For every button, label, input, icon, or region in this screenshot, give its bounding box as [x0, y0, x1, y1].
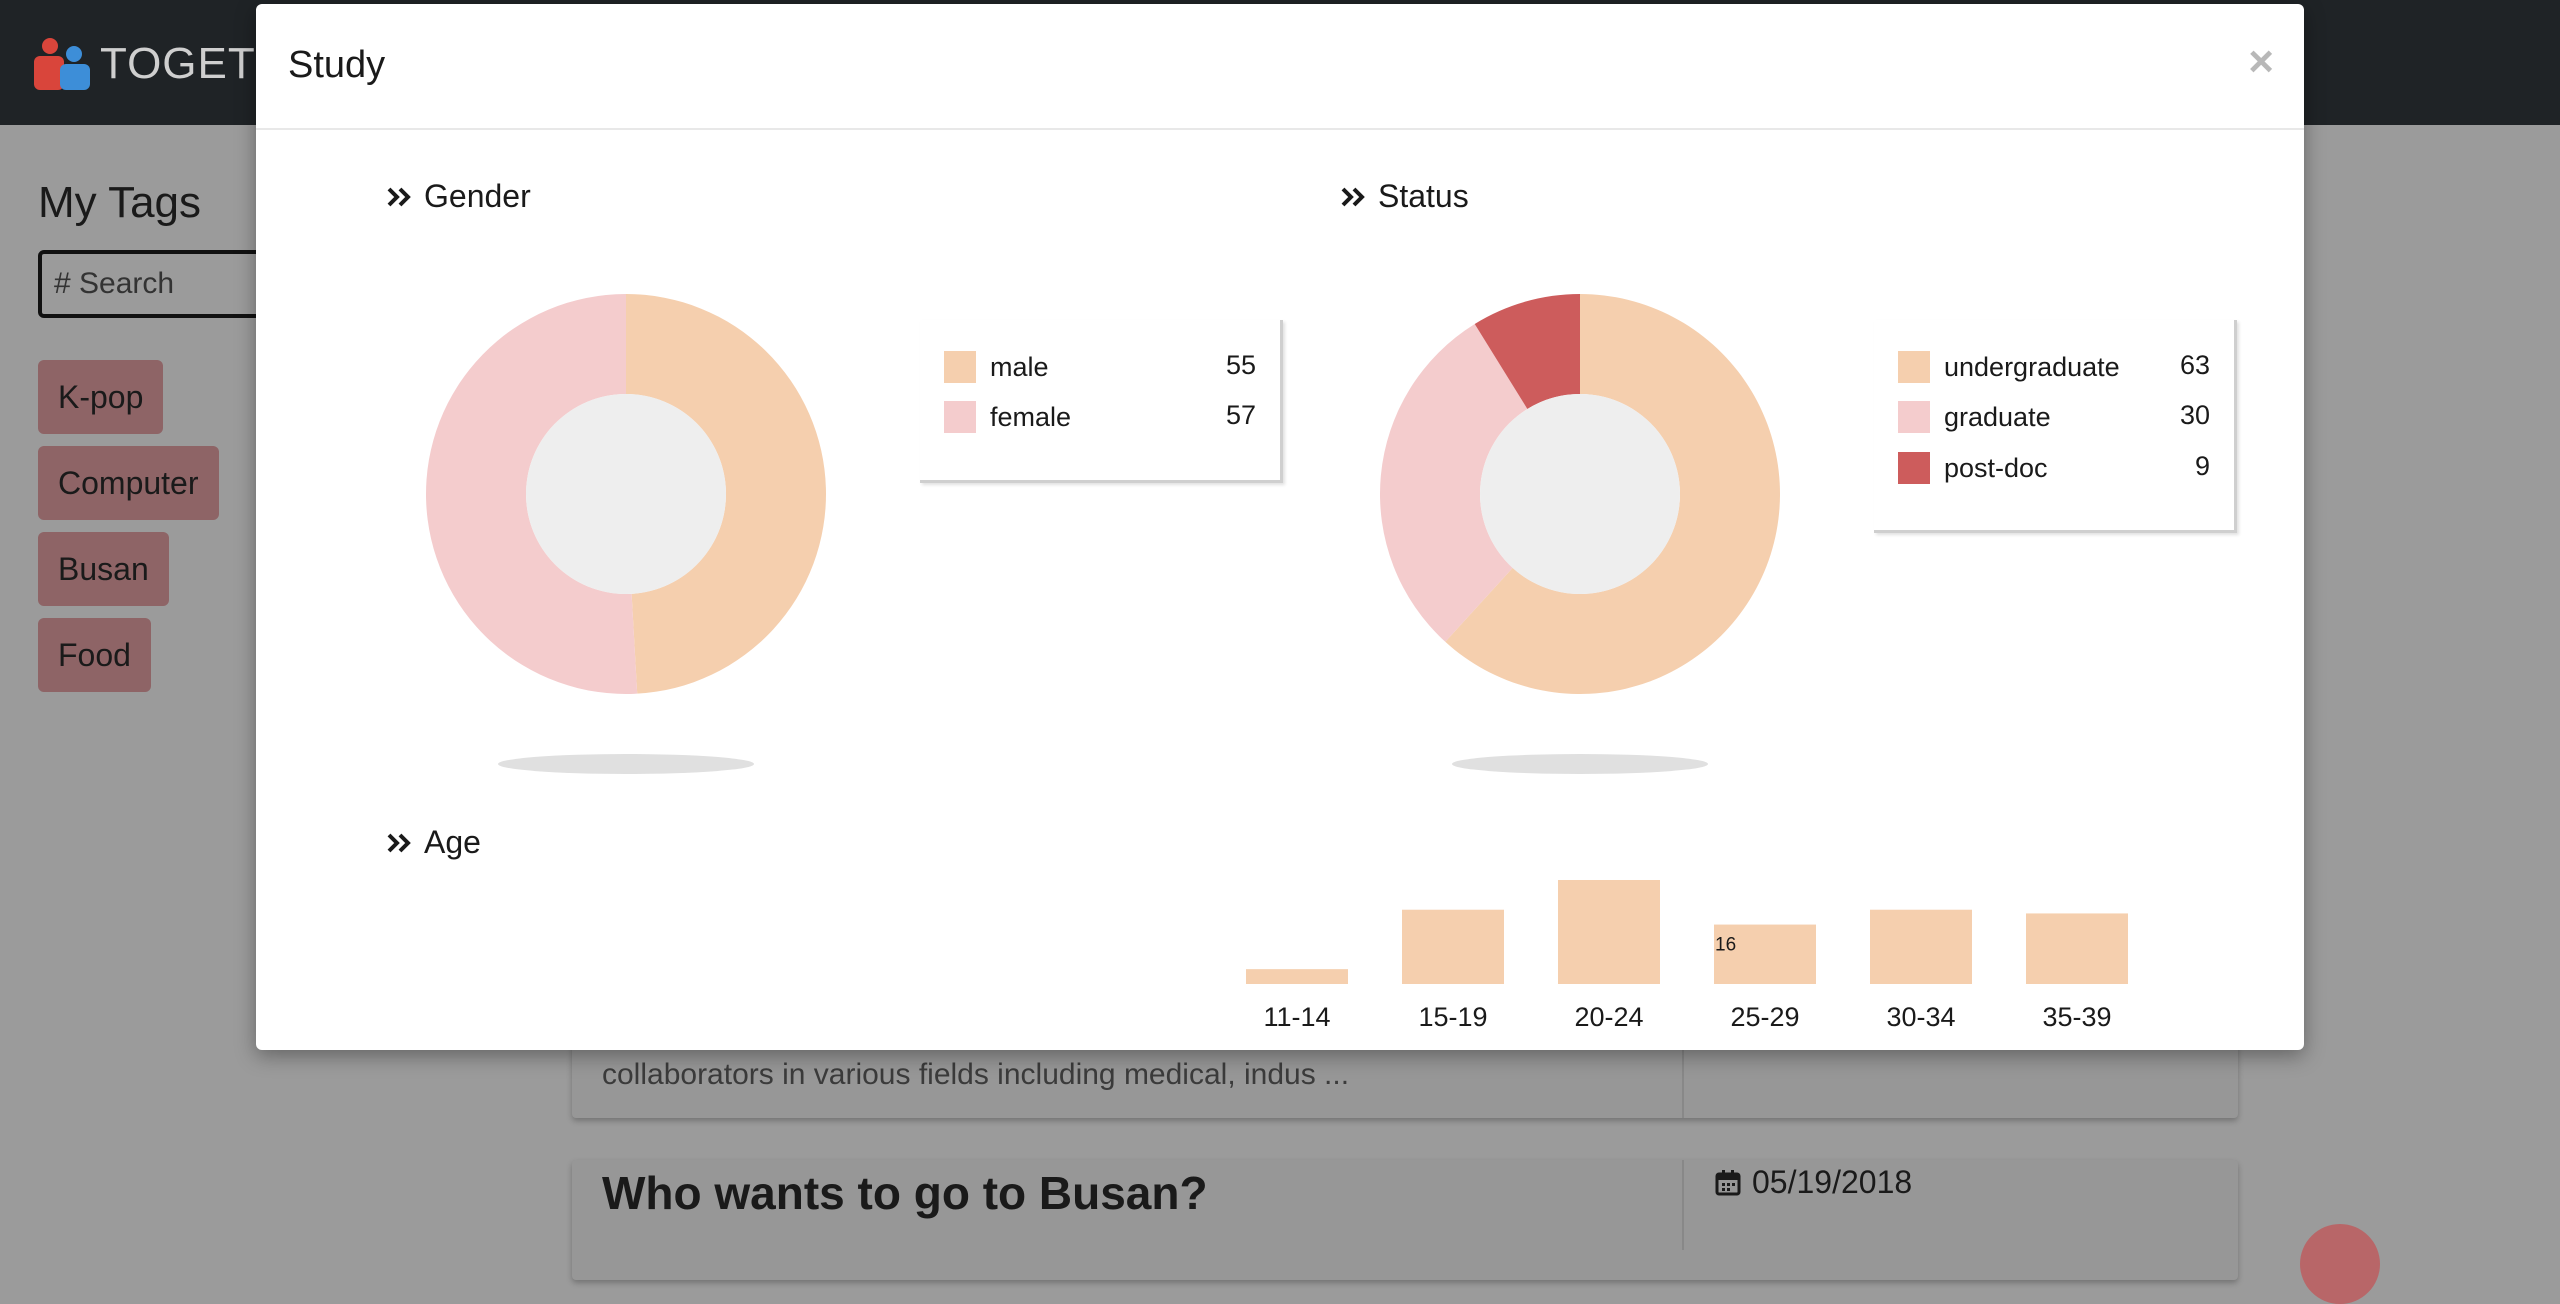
- gender-section-label: Gender: [386, 178, 531, 215]
- status-title: Status: [1378, 178, 1469, 214]
- gender-donut-chart: [426, 294, 826, 774]
- legend-item-post-doc: post-doc: [1898, 451, 2048, 485]
- tag-food[interactable]: Food: [38, 618, 151, 692]
- age-data-label: 16: [1715, 935, 1736, 956]
- status-section-label: Status: [1340, 178, 1469, 215]
- tag-computer[interactable]: Computer: [38, 446, 219, 520]
- status-slice-graduate[interactable]: [1380, 323, 1528, 642]
- legend-swatch: [1898, 401, 1930, 433]
- age-bar-35-39[interactable]: [2026, 913, 2128, 984]
- age-bar-30-34[interactable]: [1870, 909, 1972, 984]
- age-title: Age: [424, 824, 481, 860]
- brand-name: TOGET: [100, 39, 256, 88]
- legend-swatch: [944, 401, 976, 433]
- age-tick-label: 25-29: [1730, 1002, 1799, 1032]
- gender-hole: [526, 394, 726, 594]
- age-bar-11-14[interactable]: [1246, 969, 1348, 984]
- age-tick-label: 11-14: [1263, 1002, 1330, 1032]
- close-icon[interactable]: ×: [2248, 37, 2274, 86]
- modal-header: Study ×: [256, 4, 2304, 130]
- double-chevron-right-icon: [387, 833, 411, 852]
- legend-label: female: [990, 401, 1072, 432]
- legend-swatch: [1898, 351, 1930, 383]
- age-tick-label: 20-24: [1574, 1002, 1643, 1032]
- floating-action-button[interactable]: [2300, 1224, 2380, 1304]
- modal-title: Study: [288, 44, 386, 86]
- card-divider: [1682, 1040, 1684, 1118]
- legend-item-male: male: [944, 350, 1049, 384]
- gender-title: Gender: [424, 178, 531, 214]
- legend-value-male: 55: [1225, 350, 1256, 380]
- post-card-title[interactable]: Who wants to go to Busan?: [602, 1167, 1208, 1219]
- card-divider: [1682, 1160, 1684, 1250]
- gender-shadow: [498, 754, 754, 774]
- gender-slice-female[interactable]: [426, 294, 638, 694]
- legend-item-undergraduate: undergraduate: [1898, 350, 2120, 384]
- age-section-label: Age: [386, 824, 481, 861]
- study-modal: Study × Gender male 55 female 57 Status: [256, 4, 2304, 1050]
- legend-value-female: 57: [1225, 400, 1256, 430]
- status-slice-undergraduate[interactable]: [1445, 294, 1780, 694]
- age-tick-label: 30-34: [1886, 1002, 1955, 1032]
- age-bar-25-29[interactable]: [1714, 924, 1816, 984]
- legend-value-undergraduate: 63: [2179, 350, 2210, 380]
- age-tick-label: 15-19: [1418, 1002, 1487, 1032]
- brand[interactable]: TOGET: [30, 34, 256, 94]
- post-card-excerpt: collaborators in various fields includin…: [602, 1058, 1350, 1091]
- people-logo-icon: [30, 36, 94, 92]
- calendar-icon: [1715, 1169, 1741, 1195]
- legend-item-graduate: graduate: [1898, 400, 2051, 434]
- status-legend: undergraduate 63 graduate 30 post-doc 9: [1874, 320, 2237, 533]
- legend-label: post-doc: [1944, 452, 2048, 483]
- status-shadow: [1452, 754, 1708, 774]
- post-card-date-block: 05/19/2018: [1714, 1164, 1912, 1201]
- gender-slice-male[interactable]: [626, 294, 826, 694]
- double-chevron-right-icon: [387, 187, 411, 206]
- age-bar-20-24[interactable]: [1558, 880, 1660, 984]
- legend-swatch: [944, 351, 976, 383]
- post-card-date: 05/19/2018: [1752, 1164, 1913, 1200]
- age-tick-label: 35-39: [2042, 1002, 2111, 1032]
- tag-kpop[interactable]: K-pop: [38, 360, 164, 434]
- legend-label: male: [990, 351, 1049, 382]
- legend-label: undergraduate: [1944, 351, 2120, 382]
- age-bar-15-19[interactable]: [1402, 909, 1504, 984]
- gender-legend: male 55 female 57: [920, 320, 1283, 483]
- tag-busan[interactable]: Busan: [38, 532, 169, 606]
- legend-label: graduate: [1944, 401, 2051, 432]
- legend-swatch: [1898, 452, 1930, 484]
- double-chevron-right-icon: [1341, 187, 1365, 206]
- legend-item-female: female: [944, 400, 1071, 434]
- status-slice-post-doc[interactable]: [1474, 294, 1580, 409]
- legend-value-post-doc: 9: [2194, 451, 2210, 481]
- legend-value-graduate: 30: [2179, 400, 2210, 430]
- status-hole: [1480, 394, 1680, 594]
- sidebar-title: My Tags: [38, 178, 202, 227]
- status-donut-chart: [1380, 294, 1780, 774]
- age-bar-chart: 11-14 15-19 20-24 25-29 16 30-34 35-39: [1246, 880, 2128, 1032]
